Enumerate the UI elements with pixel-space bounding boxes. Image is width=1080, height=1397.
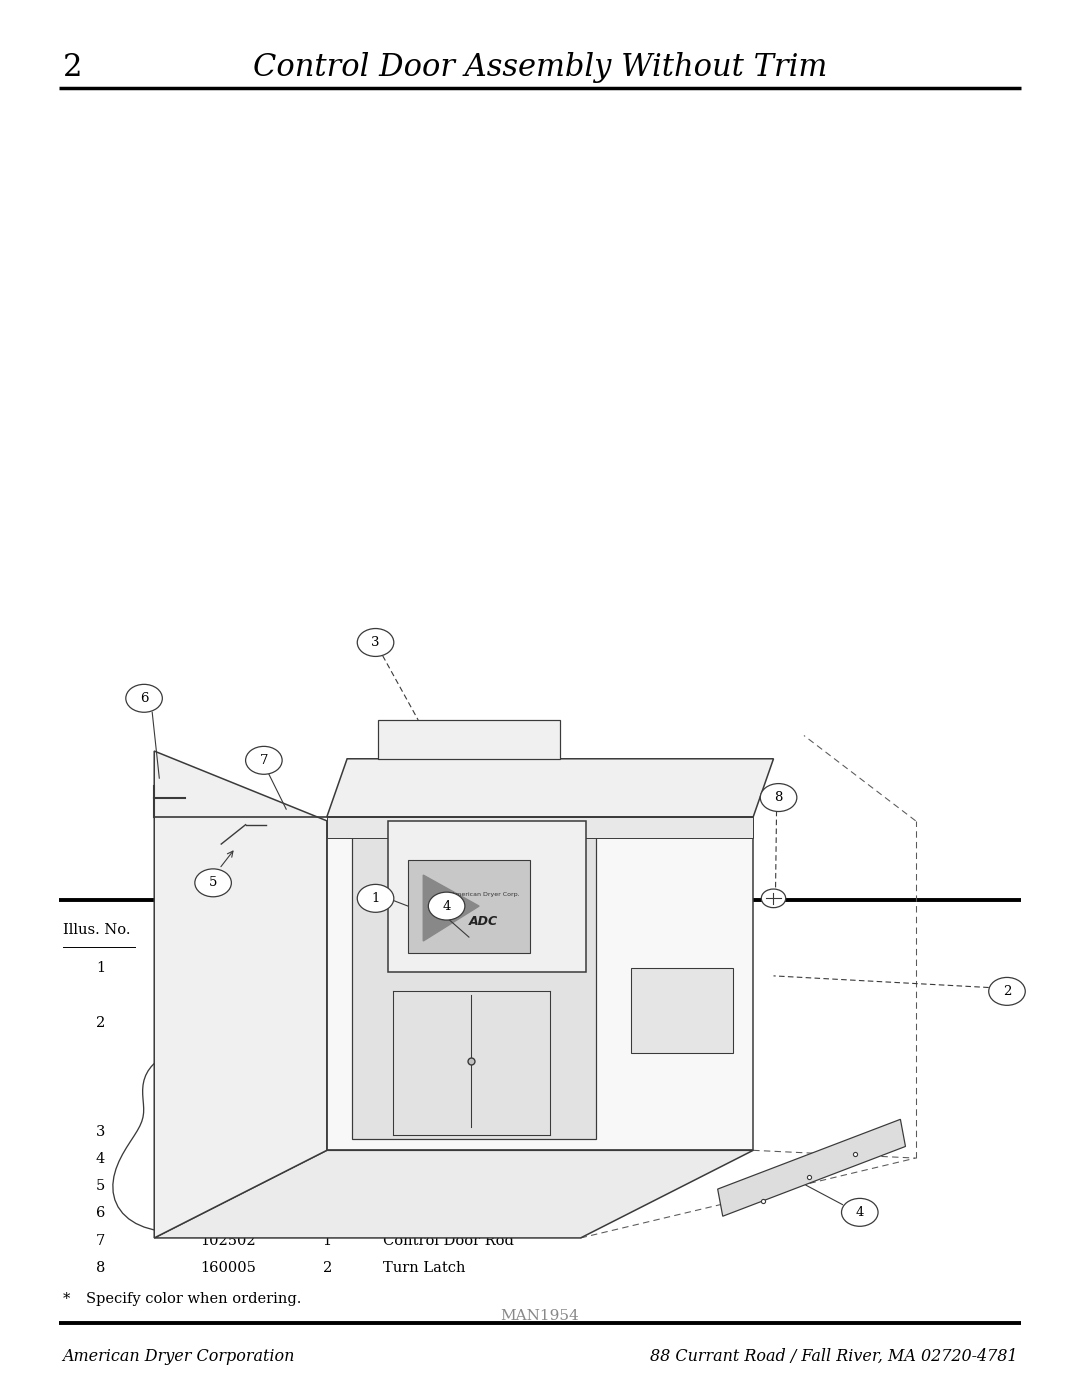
Polygon shape: [327, 759, 773, 817]
Text: Control Door Rod: Control Door Rod: [383, 1234, 514, 1248]
Text: Illus. No.: Illus. No.: [63, 923, 130, 937]
Text: American Dryer Corp.: American Dryer Corp.: [450, 891, 519, 897]
Text: (includes illus. nos. 2, 3, and 8): (includes illus. nos. 2, 3, and 8): [383, 1098, 617, 1112]
Circle shape: [125, 685, 162, 712]
Polygon shape: [408, 859, 530, 953]
Polygon shape: [717, 1119, 905, 1217]
Polygon shape: [423, 875, 480, 942]
Text: 2: 2: [1003, 985, 1011, 997]
Text: Control Door Rod Support Catch: Control Door Rod Support Catch: [383, 1179, 627, 1193]
Polygon shape: [154, 752, 327, 1238]
Text: 2: 2: [63, 52, 82, 82]
Text: Control Door Assembly Without Trim: Control Door Assembly Without Trim: [253, 52, 827, 82]
Text: 3: 3: [372, 636, 380, 650]
Text: ADC: ADC: [383, 961, 419, 975]
Text: Logo ONLY: Logo ONLY: [419, 961, 509, 975]
Text: 881045*: 881045*: [200, 1016, 262, 1030]
Text: 1: 1: [323, 1207, 332, 1221]
Text: (includes illus. nos. 2, 3, and 8): (includes illus. nos. 2, 3, and 8): [383, 1042, 617, 1058]
Text: 102601: 102601: [200, 1207, 256, 1221]
Text: 3: 3: [96, 1125, 105, 1139]
Text: 7: 7: [96, 1234, 105, 1248]
Text: 150300: 150300: [200, 1151, 256, 1166]
Text: Specify color when ordering.: Specify color when ordering.: [86, 1292, 301, 1306]
Text: 8: 8: [774, 791, 783, 805]
Text: 6: 6: [96, 1207, 105, 1221]
Circle shape: [357, 629, 394, 657]
Text: *: *: [63, 1292, 70, 1306]
Text: 1: 1: [323, 1179, 332, 1193]
Circle shape: [429, 893, 464, 921]
Text: 1: 1: [323, 989, 332, 1003]
Text: 5: 5: [96, 1179, 105, 1193]
Text: 5: 5: [208, 876, 217, 890]
Text: Part  No.: Part No.: [200, 923, 266, 937]
Text: 1: 1: [323, 1070, 332, 1084]
Text: ADC: ADC: [469, 915, 498, 928]
Text: 102600: 102600: [200, 1179, 256, 1193]
Text: Description: Description: [383, 923, 470, 937]
Polygon shape: [388, 821, 585, 972]
Circle shape: [357, 884, 394, 912]
Text: 160005: 160005: [200, 1261, 256, 1275]
Text: Control Door Retainer Clip: Control Door Retainer Clip: [383, 1207, 583, 1221]
Text: 117604: 117604: [200, 1125, 255, 1139]
Text: 2: 2: [96, 1016, 105, 1030]
Polygon shape: [352, 828, 596, 1139]
Polygon shape: [632, 968, 733, 1053]
Text: MAN1954: MAN1954: [501, 1309, 579, 1323]
Circle shape: [245, 746, 282, 774]
Text: Logo Double Adhesive Tape Kit ONLY: Logo Double Adhesive Tape Kit ONLY: [383, 989, 664, 1003]
Text: 4: 4: [96, 1151, 105, 1166]
Text: 1: 1: [323, 1016, 332, 1030]
Text: 1: 1: [372, 891, 380, 905]
Circle shape: [761, 888, 785, 908]
Text: 2: 2: [323, 1261, 332, 1275]
Circle shape: [988, 978, 1025, 1006]
Text: 1: 1: [323, 1234, 332, 1248]
Text: 870011: 870011: [200, 989, 256, 1003]
Polygon shape: [327, 821, 753, 1150]
Text: 4: 4: [443, 900, 450, 912]
Polygon shape: [327, 817, 753, 838]
Text: 102502: 102502: [200, 1234, 256, 1248]
Text: Neoprene Sponge Tape (sold by the foot): Neoprene Sponge Tape (sold by the foot): [383, 1125, 688, 1139]
Text: 4: 4: [323, 1151, 332, 1166]
Text: 4: 4: [323, 1125, 332, 1139]
Polygon shape: [154, 1150, 753, 1238]
Text: Qty.: Qty.: [297, 923, 326, 937]
Circle shape: [760, 784, 797, 812]
Circle shape: [841, 1199, 878, 1227]
Polygon shape: [378, 719, 561, 759]
Text: 6: 6: [139, 692, 148, 705]
Text: 1: 1: [323, 961, 332, 975]
Text: American Dryer Corporation: American Dryer Corporation: [63, 1348, 295, 1365]
Text: 881046: 881046: [200, 1070, 256, 1084]
Text: 7: 7: [259, 754, 268, 767]
Text: 1: 1: [96, 961, 105, 975]
Text: 8: 8: [96, 1261, 105, 1275]
Text: Control Door: Control Door: [383, 1016, 481, 1030]
Text: 4: 4: [855, 1206, 864, 1218]
Text: Turn Latch: Turn Latch: [383, 1261, 465, 1275]
Circle shape: [194, 869, 231, 897]
Text: 881053: 881053: [200, 961, 256, 975]
Text: 88 Currant Road / Fall River, MA 02720-4781: 88 Currant Road / Fall River, MA 02720-4…: [650, 1348, 1017, 1365]
Text: #10-16 x 1/2” Hex Washer TEK Screw: #10-16 x 1/2” Hex Washer TEK Screw: [383, 1151, 667, 1166]
Text: Stainless Steel Control Door: Stainless Steel Control Door: [383, 1070, 595, 1084]
